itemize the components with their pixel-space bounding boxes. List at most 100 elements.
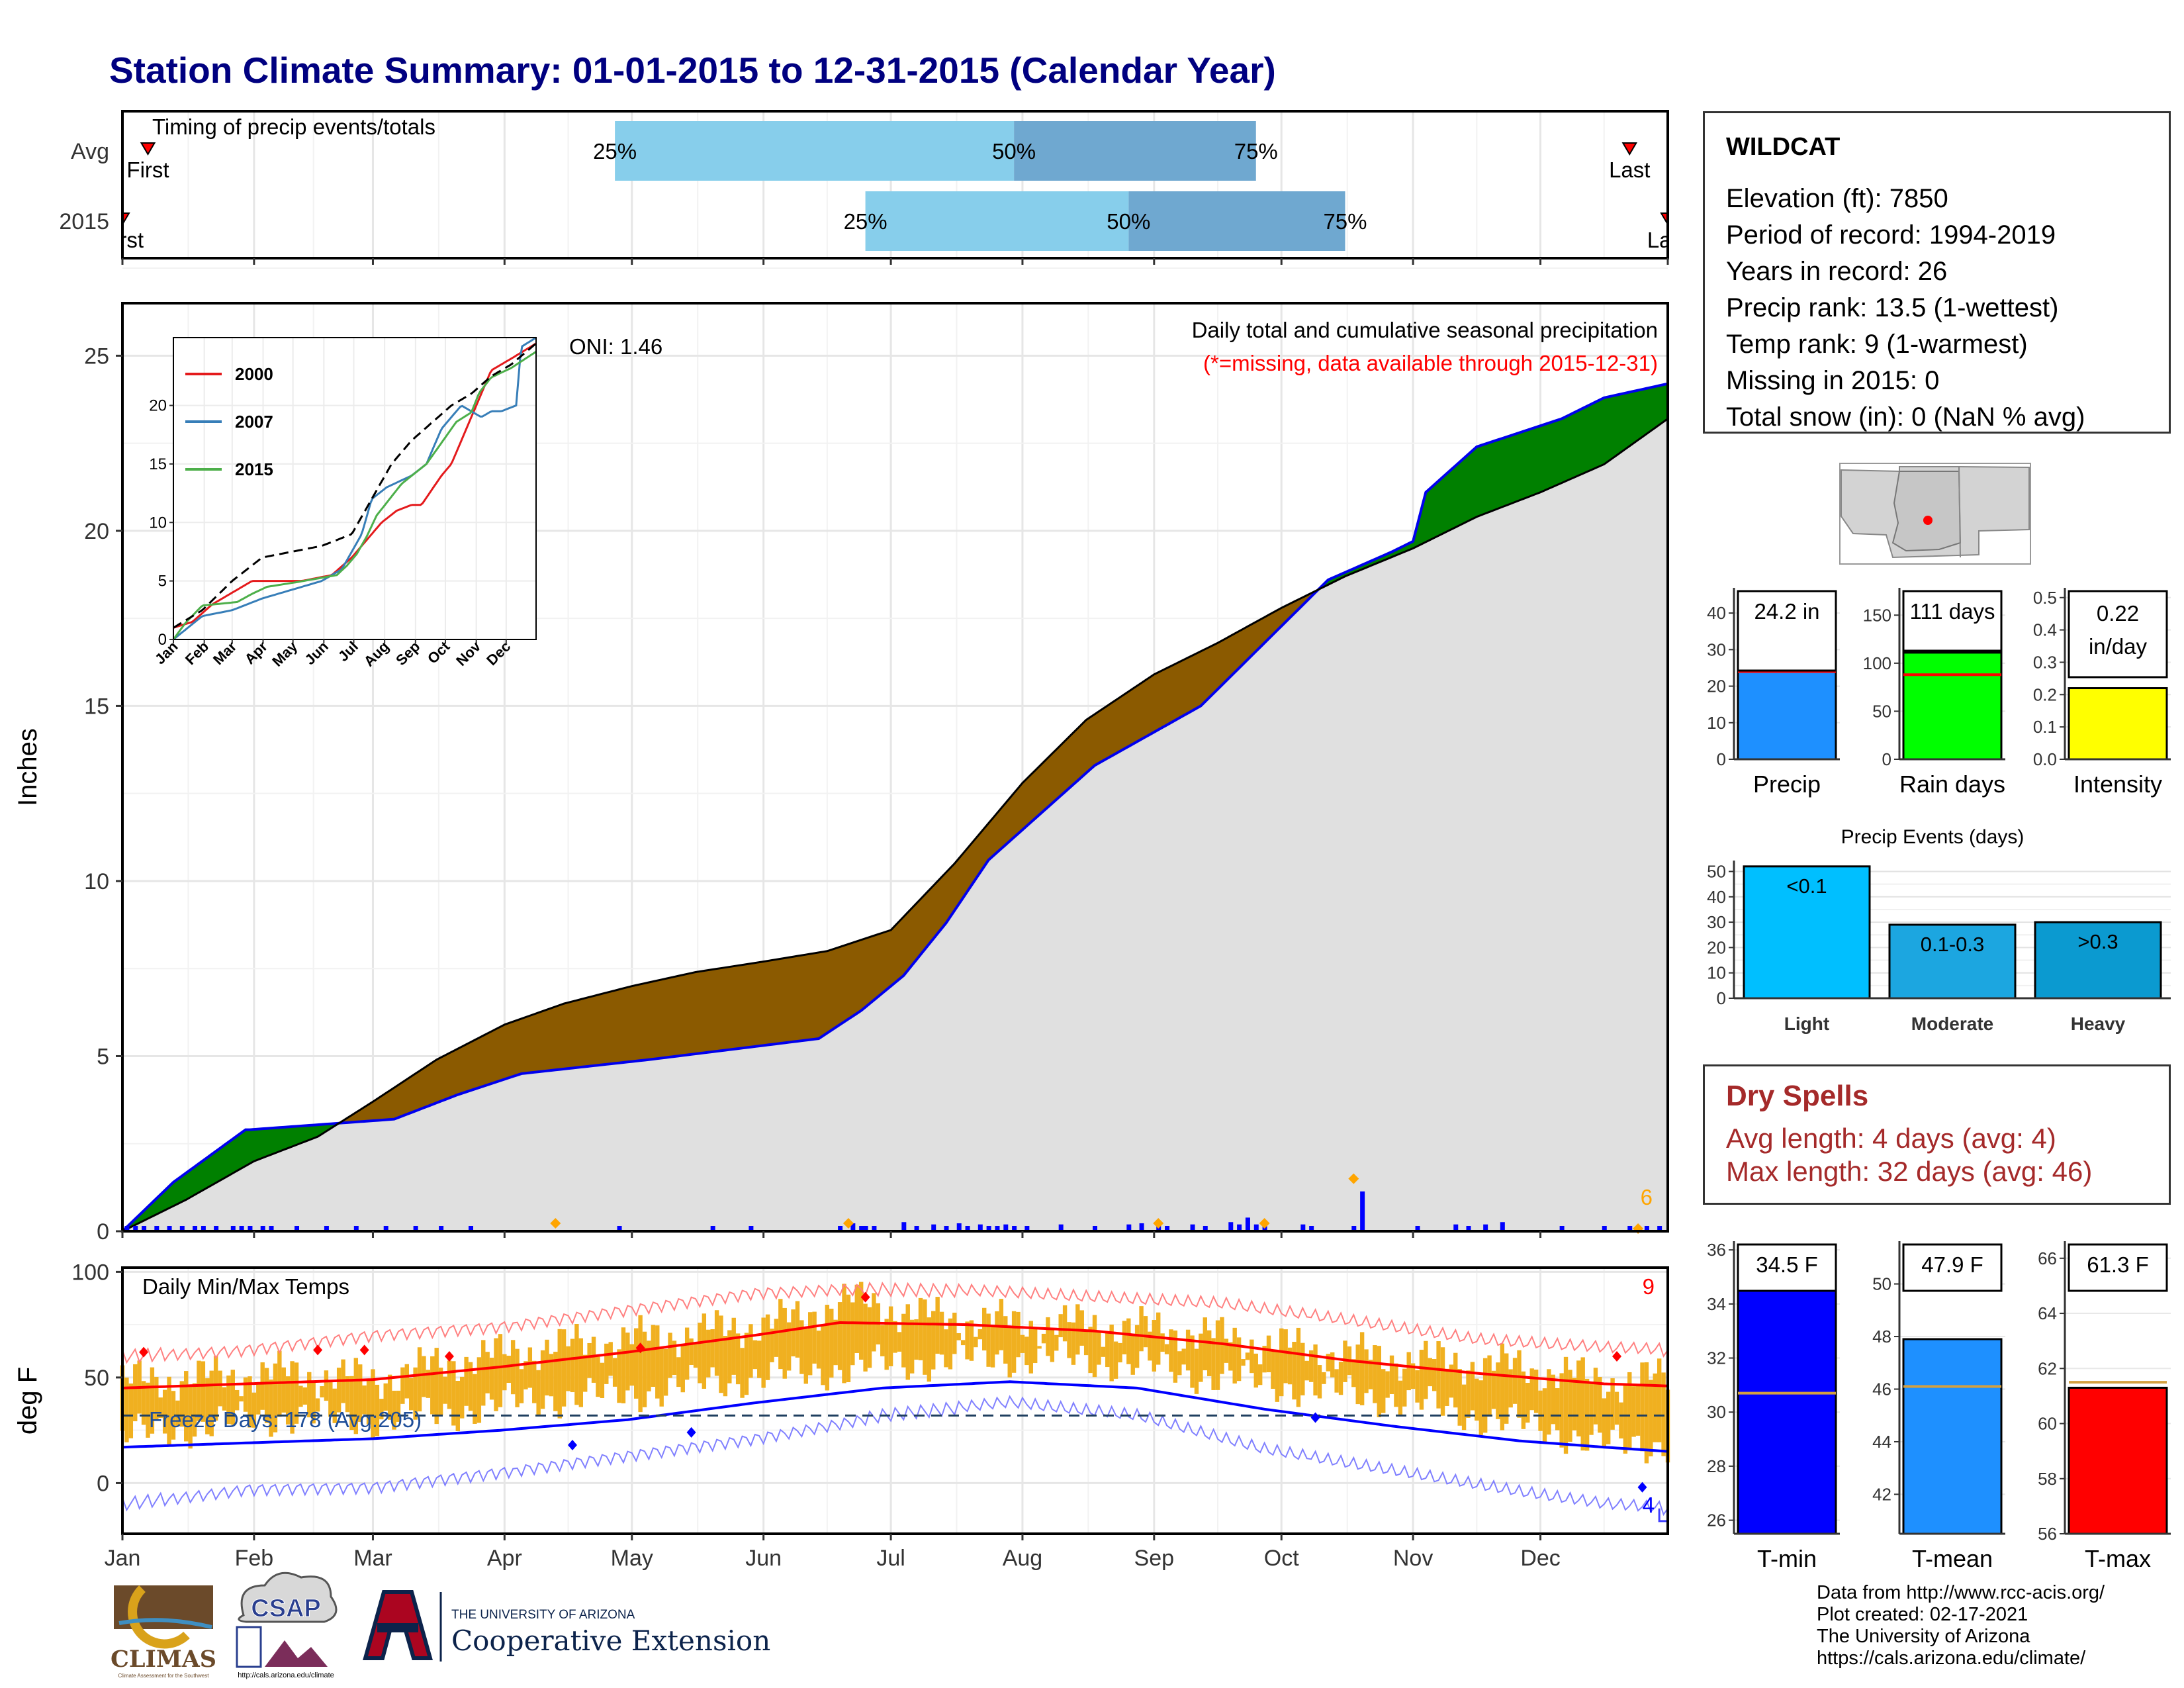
daily-precip-bar <box>1657 1226 1662 1231</box>
daily-temp-bar <box>625 1333 630 1391</box>
daily-temp-bar <box>422 1356 426 1397</box>
daily-temp-bar <box>1508 1369 1513 1408</box>
events-bar-label: >0.3 <box>2077 930 2118 953</box>
month-label: Nov <box>1393 1546 1433 1571</box>
daily-precip-bar <box>965 1226 970 1231</box>
daily-precip-bar <box>1139 1223 1144 1231</box>
daily-precip-bar <box>838 1226 843 1231</box>
daily-temp-bar <box>702 1313 707 1389</box>
month-label: Oct <box>1264 1546 1299 1571</box>
daily-temp-bar <box>808 1312 813 1376</box>
daily-temp-bar <box>332 1388 337 1423</box>
precip-y-tick-label: 10 <box>84 869 109 894</box>
daily-temp-bar <box>1241 1359 1246 1366</box>
temp-y-axis: 0 50 100 <box>71 1260 122 1496</box>
daily-temp-bar <box>545 1339 549 1396</box>
daily-temp-bar <box>905 1304 910 1380</box>
daily-precip-bar <box>1156 1226 1161 1231</box>
daily-temp-bar <box>638 1315 643 1413</box>
daily-temp-bar <box>884 1319 889 1370</box>
mini-chart-bar <box>1902 651 2003 761</box>
daily-temp-bar <box>1113 1341 1118 1379</box>
mini-chart-rain-days: 0 50 100 150 111 days Rain days <box>1863 588 2005 798</box>
timing-q25-label: 25% <box>593 139 637 164</box>
daily-temp-bar <box>1092 1315 1097 1378</box>
precip-y-label: Inches <box>13 728 42 806</box>
daily-temp-bar <box>527 1347 533 1388</box>
mini-chart-y-label: 64 <box>2038 1303 2057 1323</box>
daily-temp-bar <box>197 1360 201 1421</box>
daily-temp-bar <box>1517 1350 1522 1418</box>
daily-temp-bar <box>1262 1346 1267 1373</box>
daily-precip-bar <box>850 1223 856 1231</box>
mini-chart-title: Intensity <box>2073 771 2162 798</box>
mini-chart-title: Precip <box>1753 771 1821 798</box>
daily-precip-bar <box>154 1226 159 1231</box>
daily-temp-bar <box>387 1374 392 1420</box>
daily-temp-bar <box>846 1294 851 1383</box>
daily-temp-bar <box>978 1329 982 1340</box>
first-event-label: First <box>126 158 169 182</box>
logos: CLIMAS Climate Assessment for the Southw… <box>111 1571 770 1679</box>
mini-chart-value-label: 0.22 <box>2097 601 2139 626</box>
daily-precip-bar <box>1602 1226 1607 1231</box>
daily-precip-bar <box>1500 1222 1505 1231</box>
daily-temp-bar <box>489 1358 494 1400</box>
daily-temp-bar <box>256 1383 261 1415</box>
daily-temp-bar <box>1661 1372 1666 1456</box>
daily-temp-bar <box>684 1327 690 1380</box>
climas-logo-tagline: Climate Assessment for the Southwest <box>118 1673 210 1679</box>
mini-chart-y-label: 10 <box>1707 713 1726 733</box>
timing-q50-label: 50% <box>1107 209 1150 234</box>
map-state-border <box>1958 466 1961 558</box>
mini-chart-value-label: 111 days <box>1909 599 1995 624</box>
daily-temp-bar <box>1228 1342 1233 1371</box>
daily-temp-bar <box>1173 1330 1178 1383</box>
min-record-count: 4 <box>1643 1493 1655 1517</box>
daily-precip-bar <box>956 1223 962 1231</box>
daily-temp-bar <box>583 1354 588 1392</box>
daily-temp-bar <box>1088 1327 1093 1374</box>
daily-temp-bar <box>154 1376 159 1420</box>
daily-precip-bar <box>863 1226 868 1231</box>
daily-temp-bar <box>506 1356 511 1383</box>
mini-chart-precip: 0 10 20 30 40 24.2 in Precip <box>1707 588 1840 798</box>
inset-legend: 2000 2007 2015 <box>185 364 273 479</box>
daily-temp-bar <box>727 1330 732 1383</box>
daily-temp-bar <box>1118 1342 1122 1363</box>
cumulative-2015-line <box>121 382 1668 1233</box>
mini-chart-y-label: 34 <box>1707 1294 1726 1314</box>
temp-y-tick-label: 0 <box>97 1471 109 1496</box>
daily-precip-bar <box>1300 1224 1306 1231</box>
daily-precip-bar <box>995 1226 1000 1231</box>
daily-temp-bar <box>1657 1358 1662 1442</box>
inset-y-tick-label: 5 <box>158 573 167 590</box>
daily-precip-bar <box>617 1226 622 1231</box>
daily-temp-bar <box>740 1348 745 1398</box>
daily-temp-bar <box>510 1340 516 1395</box>
daily-precip-bar <box>230 1226 236 1231</box>
daily-temp-bar <box>1542 1388 1547 1442</box>
daily-precip-bar <box>214 1226 219 1231</box>
daily-temp-bar <box>854 1284 859 1353</box>
mini-chart-y-label: 0.3 <box>2033 652 2057 672</box>
inset-line-2015 <box>172 350 537 640</box>
daily-temp-bar <box>969 1320 974 1361</box>
mini-chart-y-label: 58 <box>2038 1469 2057 1489</box>
daily-temp-bar <box>192 1383 197 1437</box>
daily-temp-bar <box>1313 1344 1318 1396</box>
daily-temp-bar <box>927 1317 932 1382</box>
daily-temp-bar <box>1338 1362 1343 1395</box>
daily-temp-bar <box>1457 1369 1462 1426</box>
events-y-label: 40 <box>1707 887 1726 907</box>
daily-temp-bar <box>617 1349 621 1403</box>
daily-temp-bar <box>837 1302 842 1370</box>
daily-temp-bar <box>774 1319 779 1357</box>
station-location-marker <box>1923 516 1933 525</box>
daily-temp-bar <box>1351 1359 1356 1387</box>
daily-temp-bar <box>167 1376 171 1446</box>
daily-temp-bar <box>990 1326 995 1368</box>
daily-temp-bar <box>689 1338 694 1365</box>
daily-temp-bar <box>302 1387 308 1405</box>
mini-chart-y-label: 44 <box>1872 1432 1891 1452</box>
